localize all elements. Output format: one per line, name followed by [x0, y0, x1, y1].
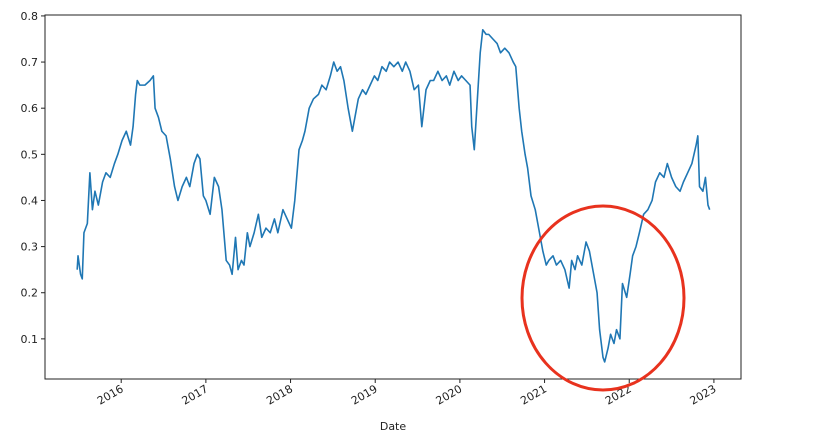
y-tick-label: 0.2: [21, 287, 39, 300]
y-tick-label: 0.6: [21, 102, 39, 115]
data-line: [76, 28, 711, 363]
y-tick-label: 0.1: [21, 333, 39, 346]
y-tick-label: 0.8: [21, 10, 39, 23]
x-tick-label: 2016: [95, 382, 126, 407]
x-tick-label: 2021: [518, 382, 549, 407]
x-axis-label: Date: [380, 420, 407, 433]
x-tick-label: 2020: [434, 382, 465, 407]
x-tick-label: 2018: [264, 382, 295, 407]
y-tick-label: 0.5: [21, 148, 39, 161]
highlight-circle: [520, 204, 686, 392]
x-tick-label: 2023: [688, 382, 719, 407]
y-tick-label: 0.7: [21, 56, 39, 69]
y-tick-label: 0.4: [21, 194, 39, 207]
y-tick-label: 0.3: [21, 241, 39, 254]
plot-frame: [44, 14, 742, 380]
x-tick-label: 2017: [180, 382, 211, 407]
x-tick-label: 2019: [349, 382, 380, 407]
